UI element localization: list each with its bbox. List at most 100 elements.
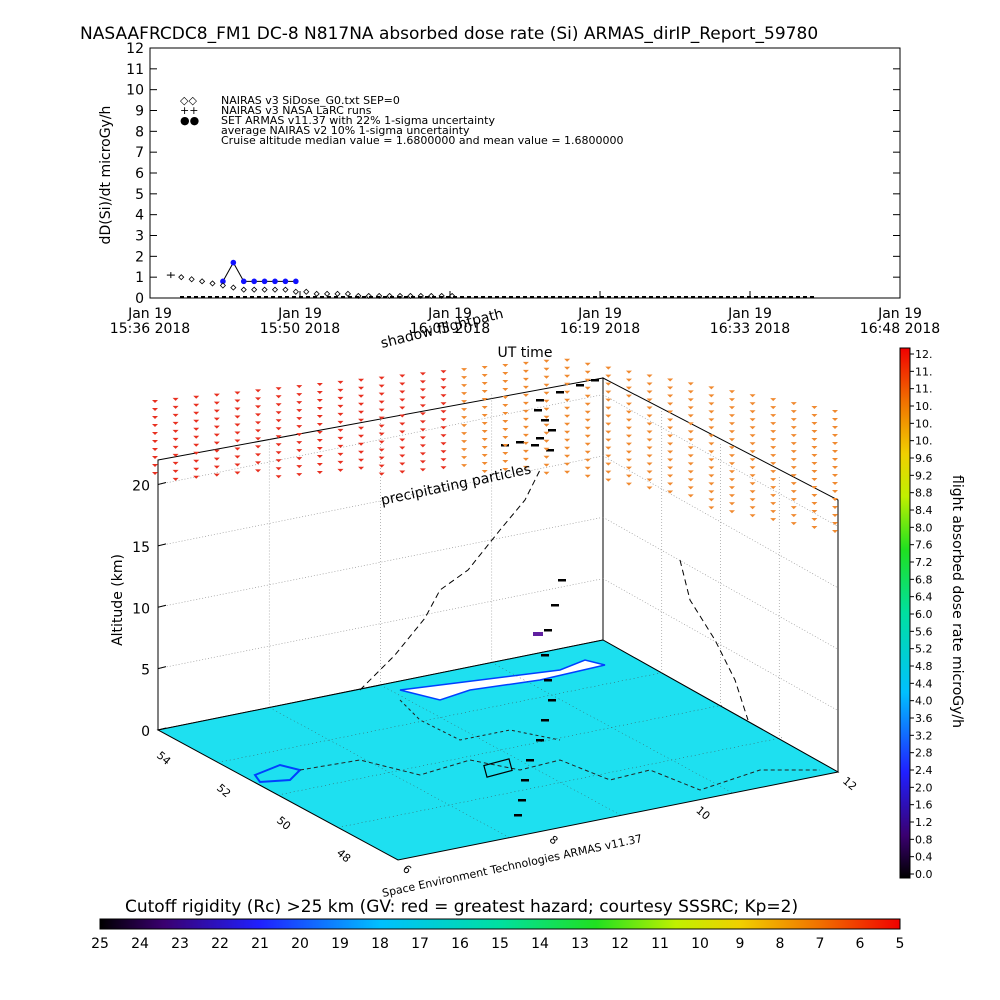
particle-mark — [708, 490, 715, 494]
dose-colorbar-tick-label: 2.0 — [915, 781, 933, 794]
flight-track-segment — [558, 579, 566, 582]
particle-mark — [316, 383, 323, 387]
particle-mark — [316, 407, 323, 411]
nairas-point — [261, 286, 268, 293]
top-legend: ◇◇ NAIRAS v3 SiDose_G0.txt SEP=0 ++ NAIRAS … — [180, 94, 624, 147]
particle-mark — [667, 466, 674, 470]
altitude-tick — [157, 543, 167, 547]
particle-mark — [152, 448, 158, 451]
particle-mark — [399, 414, 406, 418]
particle-mark — [296, 449, 303, 453]
particle-mark — [213, 393, 220, 397]
particle-mark — [728, 430, 735, 434]
particle-mark — [770, 486, 777, 490]
particle-mark — [543, 471, 550, 475]
back-wall-grid-line — [157, 516, 604, 608]
nairas-point — [240, 286, 247, 293]
dose-colorbar-tick-label: 0.4 — [915, 851, 933, 864]
flight-track-segment — [541, 719, 549, 722]
particle-mark — [790, 434, 797, 438]
particle-mark — [419, 404, 426, 408]
particle-mark — [811, 518, 818, 522]
rigidity-colorbar-tick-label: 12 — [611, 936, 629, 952]
particle-mark — [440, 370, 447, 374]
particle-mark — [708, 394, 715, 398]
particle-mark — [213, 417, 220, 421]
particle-mark — [564, 398, 571, 402]
rigidity-colorbar-tick-label: 19 — [331, 936, 349, 952]
particle-mark — [584, 394, 591, 398]
legend-symbol: ◇◇ — [180, 94, 197, 107]
nairas-point — [324, 290, 331, 297]
top-y-tick-label: 8 — [135, 124, 144, 140]
particle-mark — [481, 430, 488, 434]
particle-mark — [605, 454, 612, 458]
dose-colorbar: 12. 11. 11. 10. 10. 10. 9.6 9.2 8.8 8.4 8.0 7.6 7.2 6… — [899, 347, 965, 881]
flight-track-segment — [536, 399, 544, 402]
particle-mark — [255, 405, 262, 409]
particle-mark — [461, 376, 468, 380]
particle-mark — [832, 410, 838, 413]
particle-mark — [770, 406, 777, 410]
particle-mark — [522, 417, 529, 421]
altitude-axis: 0 5 10 15 20 — [132, 479, 167, 740]
particle-mark — [543, 431, 550, 435]
top-x-tick-label-date: Jan 19 — [877, 306, 922, 322]
particle-mark — [399, 374, 406, 378]
particle-mark — [770, 494, 777, 498]
particle-mark — [770, 438, 777, 442]
dose-colorbar-tick-label: 11. — [915, 383, 933, 396]
particle-mark — [564, 454, 571, 458]
longitude-tick-label: 12 — [840, 774, 859, 793]
particle-mark — [708, 418, 715, 422]
particle-mark — [378, 448, 385, 452]
particle-mark — [419, 444, 426, 448]
particle-mark — [440, 386, 447, 390]
top-x-tick-label-date: Jan 19 — [727, 306, 772, 322]
particle-mark — [275, 459, 282, 463]
particle-mark — [646, 382, 653, 386]
flight-track-segment — [536, 739, 544, 742]
particle-mark — [337, 420, 344, 424]
particle-mark — [687, 390, 694, 394]
particle-mark — [564, 422, 571, 426]
particle-mark — [193, 475, 200, 479]
particle-mark — [275, 395, 282, 399]
longitude-tick-label: 8 — [547, 833, 561, 847]
particle-mark — [440, 394, 447, 398]
particle-mark — [255, 389, 262, 393]
particle-mark — [152, 416, 158, 419]
particle-mark — [481, 390, 488, 394]
legend-symbol: ++ — [180, 104, 198, 117]
particle-mark — [584, 466, 591, 470]
particle-mark — [440, 378, 447, 382]
flight-track-segment — [534, 409, 542, 412]
dose-colorbar-tick-label: 10. — [915, 400, 933, 413]
particle-mark — [687, 430, 694, 434]
nairas-point — [209, 280, 216, 287]
particle-mark — [440, 434, 447, 438]
flight-track-segment — [516, 441, 524, 444]
particle-mark — [337, 380, 344, 384]
particle-mark — [296, 457, 303, 461]
particle-mark — [419, 420, 426, 424]
particle-mark — [378, 416, 385, 420]
particle-mark — [440, 418, 447, 422]
particle-mark — [728, 422, 735, 426]
particle-mark — [481, 398, 488, 402]
particle-mark — [440, 402, 447, 406]
particle-mark — [419, 452, 426, 456]
particle-mark — [172, 421, 179, 425]
particle-mark — [481, 462, 488, 466]
particle-mark — [625, 410, 632, 414]
particle-mark — [481, 446, 488, 450]
dose-colorbar-tick-label: 8.8 — [915, 487, 933, 500]
altitude-tick-label: 15 — [132, 540, 150, 556]
particle-mark — [522, 401, 529, 405]
particle-mark — [337, 412, 344, 416]
particle-mark — [296, 401, 303, 405]
floor-grid-line — [491, 662, 732, 793]
rigidity-colorbar-tick-label: 9 — [736, 936, 745, 952]
dose-colorbar-tick-label: 5.2 — [915, 643, 933, 656]
particle-mark — [790, 418, 797, 422]
